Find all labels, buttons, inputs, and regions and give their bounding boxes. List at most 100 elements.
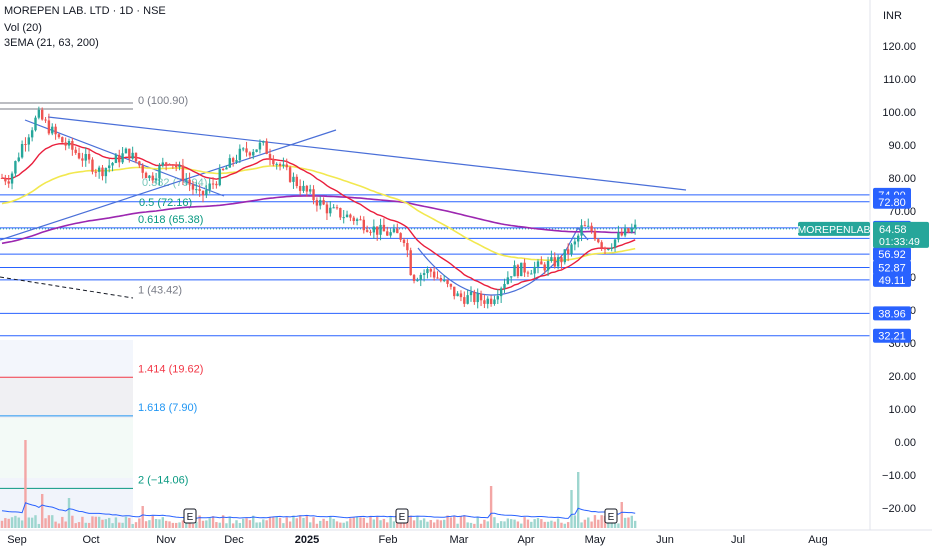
volume-bar — [154, 519, 158, 528]
candle-body — [406, 243, 409, 251]
time-tick-label: May — [585, 534, 606, 546]
candle-body — [54, 126, 57, 135]
candle-body — [536, 261, 540, 267]
level-badge — [873, 306, 911, 321]
candle-body — [285, 164, 288, 168]
volume-bar — [456, 523, 459, 528]
volume-bar — [429, 519, 432, 528]
candle-body — [335, 207, 339, 209]
candle-body — [101, 167, 104, 177]
candle-body — [506, 277, 510, 284]
volume-bar — [426, 521, 429, 528]
candle-body — [486, 298, 489, 304]
volume-bar — [225, 523, 228, 528]
candle-body — [305, 185, 309, 192]
volume-bar — [87, 522, 91, 528]
candle-body — [185, 179, 188, 181]
candlesticks[interactable] — [0, 106, 637, 309]
volume-bar — [560, 522, 563, 528]
candle-body — [30, 130, 34, 138]
volume-bar — [355, 517, 359, 528]
time-tick-label: 2025 — [295, 534, 319, 546]
volume-bar — [191, 523, 195, 528]
candle-body — [466, 295, 469, 304]
candle-body — [148, 175, 151, 179]
earnings-marker[interactable] — [183, 508, 197, 524]
level-badge-label: 52.87 — [878, 263, 906, 275]
ema-indicator-label[interactable]: 3EMA (21, 63, 200) — [4, 37, 99, 49]
candle-body — [590, 225, 593, 232]
volume-bar — [185, 521, 188, 528]
volume-bar — [84, 522, 87, 528]
candle-body — [201, 190, 205, 196]
candle-body — [556, 257, 560, 267]
volume-bar — [506, 518, 510, 528]
candle-body — [553, 257, 556, 267]
candle-body — [379, 224, 382, 235]
symbol-title[interactable]: MOREPEN LAB. LTD · 1D · NSE — [4, 5, 166, 17]
candle-body — [298, 186, 302, 191]
price-tick-label: 110.00 — [883, 74, 916, 86]
candle-body — [526, 272, 530, 274]
volume-bar — [111, 523, 114, 528]
volume-bar — [221, 515, 225, 528]
volume-bar — [10, 517, 14, 528]
volume-bar — [282, 523, 285, 528]
candle-body — [134, 152, 138, 162]
volume-bar — [228, 516, 231, 528]
volume-indicator-label[interactable]: Vol (20) — [4, 22, 42, 34]
candle-body — [566, 249, 570, 254]
price-tick-label: 70.00 — [888, 206, 916, 218]
time-tick-label: Apr — [517, 534, 534, 546]
volume-bar — [41, 494, 44, 528]
candle-body — [530, 273, 533, 275]
volume-bar — [473, 523, 476, 528]
candle-body — [382, 224, 386, 232]
volume-bar — [476, 516, 479, 528]
candle-body — [97, 167, 101, 172]
candle-body — [399, 233, 402, 240]
volume-bar — [4, 518, 7, 528]
candle-body — [510, 276, 513, 278]
volume-bar — [520, 523, 523, 528]
candle-body — [231, 158, 235, 162]
candle-body — [47, 120, 51, 134]
symbol-badge[interactable] — [798, 221, 870, 236]
volume-bar — [121, 522, 124, 528]
earnings-marker[interactable] — [395, 508, 409, 524]
candle-body — [376, 226, 379, 235]
candle-body — [463, 297, 466, 304]
fibonacci-tool[interactable]: 0 (100.90)0.5 (72.16)0.382 (79.94)0.618 … — [0, 95, 207, 489]
candle-body — [74, 149, 77, 153]
volume-bar — [432, 522, 436, 528]
candle-body — [523, 262, 526, 273]
volume-bar — [402, 523, 406, 528]
candle-body — [258, 142, 262, 150]
volume-bar — [7, 518, 10, 528]
descending-trendline[interactable] — [47, 116, 687, 191]
fib-level-label: 1 (43.42) — [138, 285, 182, 297]
projection-line[interactable] — [0, 276, 134, 299]
volume-bar — [312, 517, 315, 528]
candle-body — [114, 154, 118, 163]
volume-bar — [81, 516, 84, 528]
volume-bar — [164, 520, 168, 528]
candle-body — [221, 169, 225, 171]
candle-body — [560, 257, 563, 263]
ascending-trendline[interactable] — [0, 129, 337, 241]
level-badge-label: 38.96 — [878, 308, 906, 320]
time-axis[interactable]: Sep Oct Nov Dec 2025 Feb Mar Apr May Jun Jul Aug — [7, 534, 828, 546]
candle-body — [446, 280, 449, 284]
time-tick-label: Jul — [731, 534, 745, 546]
fib-level-label: 2 (−14.06) — [138, 474, 188, 486]
earnings-marker[interactable] — [604, 508, 618, 524]
candle-body — [94, 171, 97, 173]
candle-body — [312, 189, 315, 201]
volume-bar — [466, 522, 469, 528]
volume-bar — [141, 506, 144, 528]
candle-body — [205, 189, 208, 196]
volume-bar — [412, 520, 416, 528]
volume-bar — [292, 515, 295, 528]
